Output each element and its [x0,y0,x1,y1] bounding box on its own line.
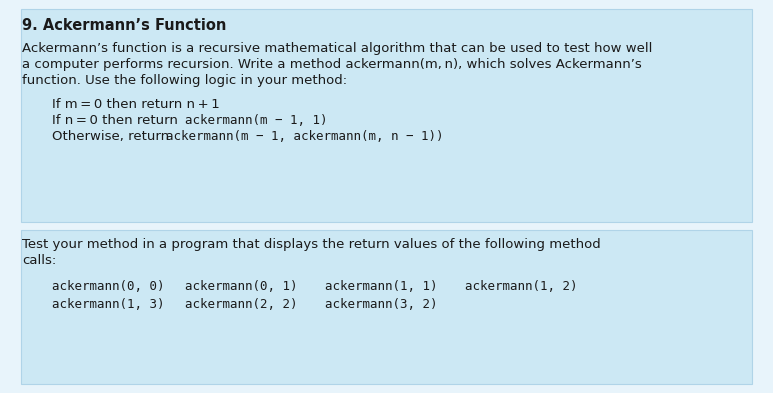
FancyBboxPatch shape [21,9,752,222]
Text: a computer performs recursion. Write a method ackermann(m, n), which solves Acke: a computer performs recursion. Write a m… [22,58,642,71]
Text: If n = 0 then return: If n = 0 then return [52,114,182,127]
Text: ackermann(1, 2): ackermann(1, 2) [465,280,577,293]
Text: ackermann(1, 1): ackermann(1, 1) [325,280,438,293]
Text: ackermann(1, 3): ackermann(1, 3) [52,298,165,311]
FancyBboxPatch shape [21,230,752,384]
Text: Test your method in a program that displays the return values of the following m: Test your method in a program that displ… [22,238,601,251]
Text: ackermann(3, 2): ackermann(3, 2) [325,298,438,311]
Text: ackermann(0, 0): ackermann(0, 0) [52,280,165,293]
Text: ackermann(0, 1): ackermann(0, 1) [185,280,298,293]
Text: ackermann(2, 2): ackermann(2, 2) [185,298,298,311]
Text: function. Use the following logic in your method:: function. Use the following logic in you… [22,74,347,87]
Text: If m = 0 then return n + 1: If m = 0 then return n + 1 [52,98,220,111]
Text: Ackermann’s function is a recursive mathematical algorithm that can be used to t: Ackermann’s function is a recursive math… [22,42,652,55]
Text: ackermann(m − 1, ackermann(m, n − 1)): ackermann(m − 1, ackermann(m, n − 1)) [166,130,444,143]
Text: 9. Ackermann’s Function: 9. Ackermann’s Function [22,18,226,33]
Text: ackermann(m − 1, 1): ackermann(m − 1, 1) [185,114,328,127]
Text: calls:: calls: [22,254,56,267]
Text: Otherwise, return: Otherwise, return [52,130,173,143]
